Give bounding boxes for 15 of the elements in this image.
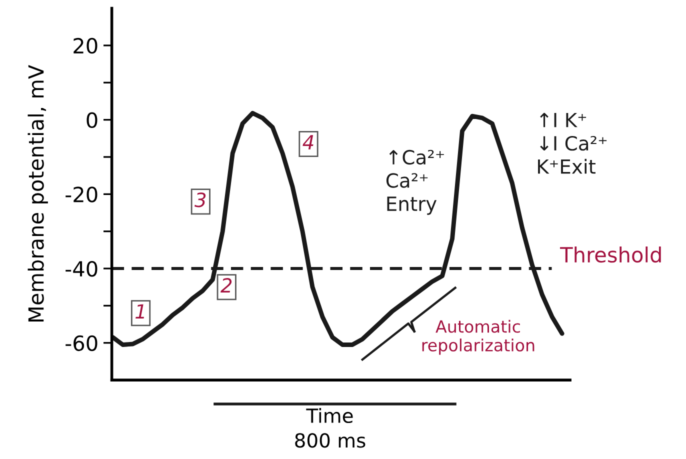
y-tick-label: 0 (86, 112, 98, 128)
annotation: 1 (136, 304, 144, 318)
y-tick-label: 20 (74, 38, 98, 54)
y-tick-label: -60 (66, 335, 98, 352)
annotation: Automatic repolarization (422, 320, 534, 355)
y-tick-label: -40 (66, 260, 98, 277)
y-tick-label: -20 (66, 186, 98, 202)
y-axis-title: Membrane potential, mV (28, 64, 48, 322)
text: Time 800 ms (295, 408, 366, 448)
annotation: ↑Ca²⁺ Ca²⁺ Entry (386, 150, 444, 215)
annotation: 3 (194, 192, 206, 208)
annotation: 4 (302, 135, 314, 150)
ref-line-label: Threshold (560, 246, 661, 263)
annotation: 2 (220, 278, 232, 292)
annotation: ↑I K⁺ ↓I Ca²⁺ K⁺Exit (538, 112, 607, 174)
